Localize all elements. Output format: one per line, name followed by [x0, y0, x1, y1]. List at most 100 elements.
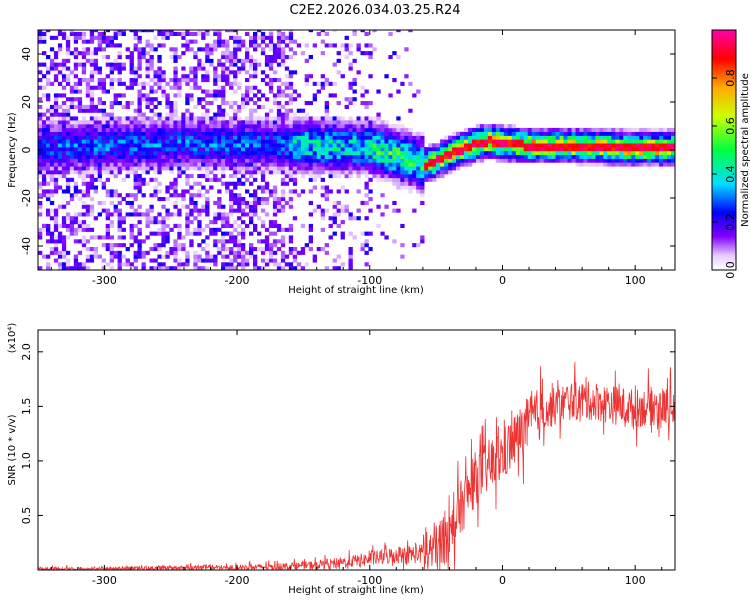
- heatmap-cell: [599, 139, 604, 144]
- heatmap-cell: [348, 162, 353, 167]
- heatmap-cell: [61, 31, 67, 36]
- heatmap-cell: [185, 220, 190, 225]
- heatmap-cell: [233, 197, 238, 202]
- heatmap-cell: [344, 139, 349, 144]
- heatmap-cell: [113, 250, 118, 255]
- heatmap-cell: [65, 81, 71, 86]
- heatmap-cell: [296, 158, 302, 163]
- heatmap-cell: [137, 254, 142, 259]
- heatmap-cell: [671, 158, 675, 163]
- heatmap-cell: [213, 127, 218, 132]
- heatmap-cell: [46, 208, 51, 213]
- heatmap-cell: [257, 127, 262, 132]
- heatmap-cell: [137, 177, 142, 182]
- heatmap-cell: [81, 78, 87, 83]
- heatmap-cell: [268, 43, 274, 48]
- heatmap-cell: [408, 30, 413, 33]
- heatmap-cell: [145, 208, 150, 213]
- heatmap-cell: [503, 124, 509, 129]
- heatmap-cell: [264, 143, 270, 148]
- heatmap-cell: [268, 247, 274, 252]
- heatmap-cell: [185, 135, 190, 140]
- heatmap-cell: [288, 97, 294, 102]
- heatmap-cell: [57, 170, 63, 175]
- heatmap-cell: [324, 185, 329, 190]
- heatmap-cell: [73, 131, 79, 136]
- heatmap-cell: [189, 166, 194, 171]
- heatmap-cell: [129, 162, 134, 167]
- heatmap-cell: [284, 254, 290, 259]
- heatmap-cell: [177, 120, 182, 125]
- heatmap-cell: [161, 266, 166, 270]
- heatmap-cell: [233, 208, 238, 213]
- heatmap-cell: [360, 124, 365, 129]
- heatmap-cell: [197, 66, 202, 71]
- heatmap-cell: [217, 151, 222, 156]
- heatmap-cell: [272, 200, 278, 205]
- heatmap-cell: [332, 170, 337, 175]
- heatmap-cell: [268, 62, 274, 67]
- heatmap-cell: [42, 154, 47, 159]
- heatmap-cell: [77, 104, 83, 109]
- heatmap-cell: [57, 262, 63, 267]
- y-tick-label: 20: [20, 95, 33, 109]
- heatmap-cell: [61, 58, 67, 63]
- heatmap-cell: [663, 139, 668, 144]
- heatmap-cell: [276, 162, 282, 167]
- heatmap-cell: [77, 223, 83, 228]
- heatmap-cell: [229, 174, 234, 179]
- snr-x-ticks: -300 -200 -100 0 100: [50, 330, 663, 587]
- heatmap-cell: [241, 124, 246, 129]
- heatmap-cell: [85, 204, 91, 209]
- heatmap-cell: [121, 147, 126, 152]
- heatmap-cell: [46, 158, 51, 163]
- heatmap-cell: [189, 39, 194, 44]
- heatmap-cell: [384, 143, 389, 148]
- heatmap-cell: [607, 143, 612, 148]
- heatmap-cell: [396, 30, 401, 33]
- heatmap-cell: [296, 147, 302, 152]
- heatmap-cell: [89, 101, 95, 106]
- heatmap-cell: [145, 139, 150, 144]
- heatmap-cell: [539, 151, 544, 156]
- heatmap-cell: [284, 162, 290, 167]
- heatmap-cell: [233, 147, 238, 152]
- heatmap-cell: [177, 81, 182, 86]
- heatmap-cell: [257, 266, 262, 270]
- heatmap-cell: [575, 154, 580, 159]
- heatmap-cell: [356, 47, 361, 52]
- heatmap-cell: [272, 197, 278, 202]
- heatmap-cell: [400, 166, 405, 171]
- heatmap-cell: [408, 143, 413, 148]
- heatmap-cell: [181, 204, 186, 209]
- heatmap-cell: [316, 151, 321, 156]
- heatmap-cell: [280, 143, 286, 148]
- heatmap-cell: [89, 151, 95, 156]
- heatmap-cell: [420, 193, 425, 198]
- heatmap-cell: [201, 47, 206, 52]
- heatmap-cell: [149, 162, 154, 167]
- heatmap-cell: [233, 43, 238, 48]
- heatmap-cell: [332, 162, 337, 167]
- heatmap-cell: [105, 231, 110, 236]
- heatmap-cell: [161, 197, 166, 202]
- y-tick-label: 0: [20, 147, 33, 154]
- heatmap-cell: [659, 131, 664, 136]
- heatmap-cell: [157, 30, 162, 33]
- heatmap-cell: [396, 135, 401, 140]
- heatmap-cell: [651, 151, 656, 156]
- heatmap-cell: [101, 208, 106, 213]
- heatmap-cell: [241, 66, 246, 71]
- heatmap-cell: [141, 262, 146, 267]
- heatmap-cell: [308, 166, 313, 171]
- heatmap-cell: [85, 78, 91, 83]
- heatmap-cell: [260, 158, 266, 163]
- heatmap-cell: [424, 151, 429, 156]
- x-tick-label: -300: [92, 274, 117, 287]
- heatmap-cell: [249, 158, 254, 163]
- heatmap-cell: [436, 174, 441, 179]
- heatmap-cell: [49, 47, 55, 52]
- heatmap-cell: [165, 124, 170, 129]
- heatmap-cell: [249, 39, 254, 44]
- heatmap-cell: [288, 170, 294, 175]
